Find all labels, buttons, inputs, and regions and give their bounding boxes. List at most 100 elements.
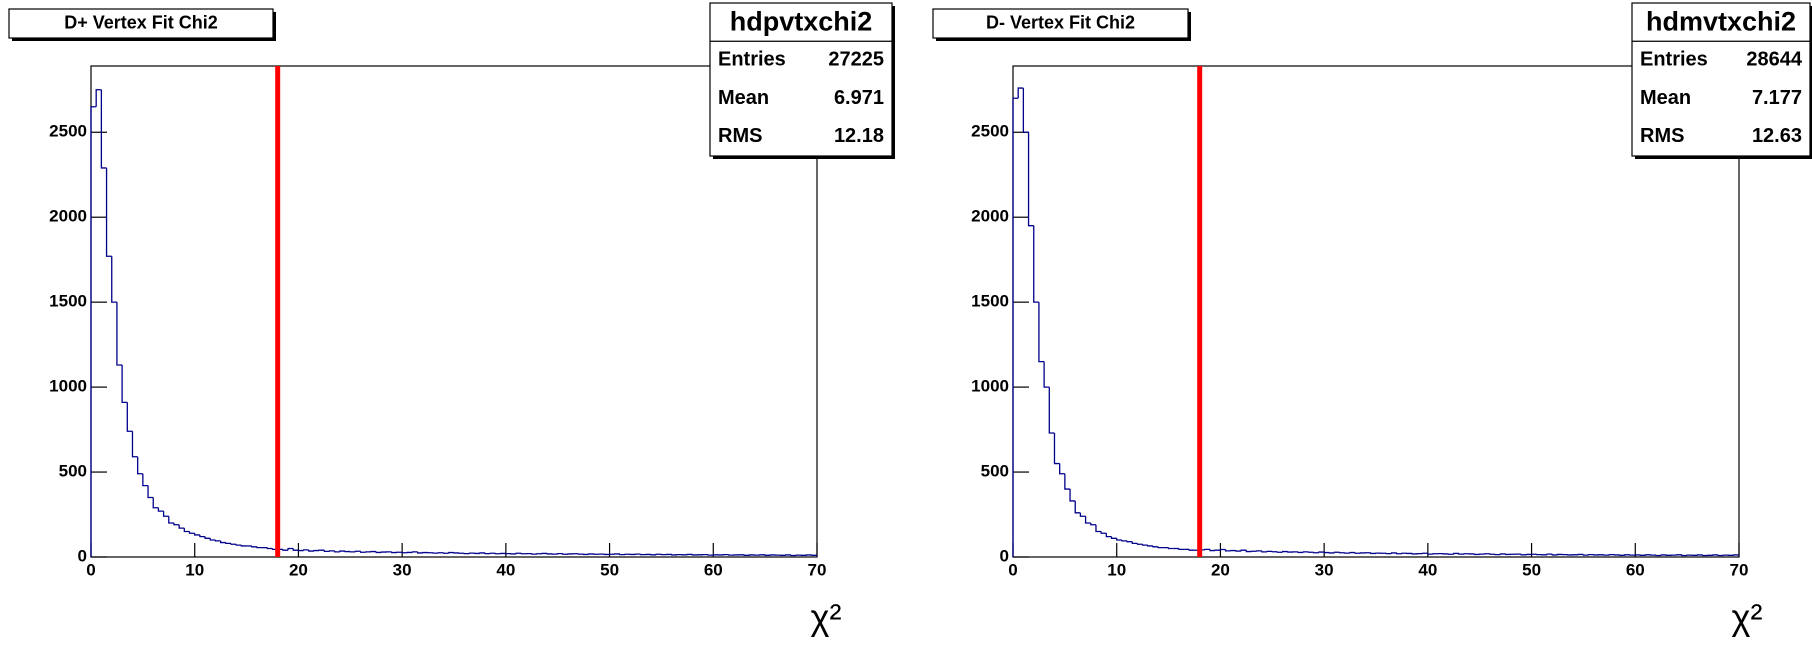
histogram-bin: [1302, 551, 1309, 553]
x-tick-label: 60: [704, 560, 723, 579]
stats-value: 28644: [1746, 49, 1802, 71]
histogram-bin: [743, 554, 750, 556]
stats-name: hdpvtxchi2: [730, 6, 873, 36]
histogram-bin: [1370, 552, 1376, 555]
x-tick-label: 10: [1107, 560, 1126, 579]
histogram-bin: [411, 551, 418, 553]
histogram-bin: [1188, 549, 1195, 551]
histogram-bin: [1318, 551, 1325, 553]
histogram-bin: [1178, 548, 1185, 551]
stats-label: RMS: [718, 125, 762, 147]
x-tick-label: 70: [1730, 560, 1749, 579]
histogram-bin: [354, 550, 361, 552]
histogram-bin: [1064, 473, 1071, 490]
histogram-bin: [1453, 552, 1459, 555]
histogram-bin: [1079, 512, 1086, 517]
histogram-bin: [655, 553, 662, 555]
x-tick-label: 10: [185, 560, 204, 579]
stats-value: 27225: [828, 49, 884, 71]
histogram-bin: [562, 553, 569, 555]
y-tick-label: 2000: [49, 207, 87, 226]
histogram-bin: [1152, 545, 1159, 548]
histogram-bin: [1074, 500, 1081, 514]
histogram-bin: [557, 552, 563, 555]
histogram-bin: [313, 549, 320, 552]
histogram-bin: [1245, 550, 1252, 553]
histogram-bin: [90, 106, 97, 557]
x-tick-label: 60: [1626, 560, 1645, 579]
histogram-bin: [671, 554, 677, 556]
histogram-bin: [1157, 546, 1164, 549]
histogram-bin: [1095, 524, 1102, 533]
histogram-bin: [194, 533, 200, 536]
x-tick-label: 40: [1418, 560, 1437, 579]
histogram-bin: [442, 552, 449, 554]
y-tick-label: 500: [59, 462, 87, 481]
histogram-bin: [1499, 553, 1506, 555]
histogram-bin: [1048, 387, 1055, 434]
histogram-bin: [302, 549, 309, 551]
histogram-bin: [1084, 516, 1091, 524]
histogram-bin: [1556, 553, 1563, 556]
x-axis-label: χ²: [1732, 597, 1763, 638]
x-tick-label: 0: [86, 560, 95, 579]
histogram-bin: [328, 550, 335, 552]
histogram-bin: [1473, 553, 1480, 556]
stats-label: RMS: [1640, 125, 1684, 147]
histogram-bin: [588, 553, 595, 555]
stats-label: Mean: [718, 87, 769, 109]
stats-value: 6.971: [834, 87, 884, 109]
histogram-bin: [401, 552, 408, 554]
histogram-bin: [1017, 87, 1024, 99]
chart-title: D- Vertex Fit Chi2: [986, 12, 1135, 32]
histogram-bin: [1354, 552, 1361, 554]
histogram-bin: [282, 549, 289, 551]
histogram-bin: [1100, 531, 1107, 534]
histogram-bin: [640, 553, 646, 556]
histogram-bin: [339, 550, 346, 552]
histogram-bin: [1053, 432, 1060, 465]
stats-label: Entries: [718, 49, 786, 71]
histogram-bin: [111, 256, 117, 303]
histogram-bin: [188, 531, 195, 534]
histogram-bin: [1349, 551, 1356, 554]
histogram-bin: [484, 552, 491, 555]
x-tick-label: 20: [1211, 560, 1230, 579]
histogram-bin: [764, 554, 771, 556]
y-tick-label: 1000: [49, 377, 87, 396]
x-tick-label: 0: [1008, 560, 1017, 579]
histogram-bin: [520, 553, 527, 555]
histogram-bin: [1033, 225, 1039, 303]
histogram-bin: [1027, 132, 1034, 227]
histogram-bin: [1136, 543, 1143, 545]
histogram-bin: [531, 553, 537, 555]
histogram-bin: [168, 516, 174, 524]
histogram-bin: [121, 365, 128, 404]
y-tick-label: 500: [981, 462, 1009, 481]
histogram-bin: [1059, 463, 1065, 475]
histogram-bin: [790, 554, 797, 557]
histogram-bin: [1504, 553, 1511, 556]
histogram-bin: [728, 554, 735, 556]
histogram-bin: [1012, 97, 1019, 557]
x-axis-label: χ²: [811, 597, 842, 638]
histogram-bin: [1645, 554, 1651, 556]
histogram-bin: [494, 553, 501, 555]
chart-title: D+ Vertex Fit Chi2: [64, 12, 218, 32]
histogram-bin: [1261, 550, 1268, 553]
stats-label: Mean: [1640, 87, 1691, 109]
histogram-bin: [1131, 541, 1138, 545]
histogram-bin: [1219, 548, 1226, 551]
histogram-bin: [1126, 540, 1133, 543]
y-tick-label: 1500: [971, 292, 1009, 311]
histogram-bin: [105, 167, 112, 257]
histogram-bin: [1141, 544, 1148, 546]
histogram-bin: [1401, 552, 1408, 554]
y-tick-label: 2500: [49, 122, 87, 141]
stats-value: 7.177: [1752, 87, 1802, 109]
histogram-bin: [1582, 554, 1589, 556]
histogram-bin: [417, 551, 423, 554]
histogram-bin: [1313, 552, 1319, 554]
histogram-bin: [1276, 551, 1283, 553]
histogram-bin: [178, 524, 185, 529]
